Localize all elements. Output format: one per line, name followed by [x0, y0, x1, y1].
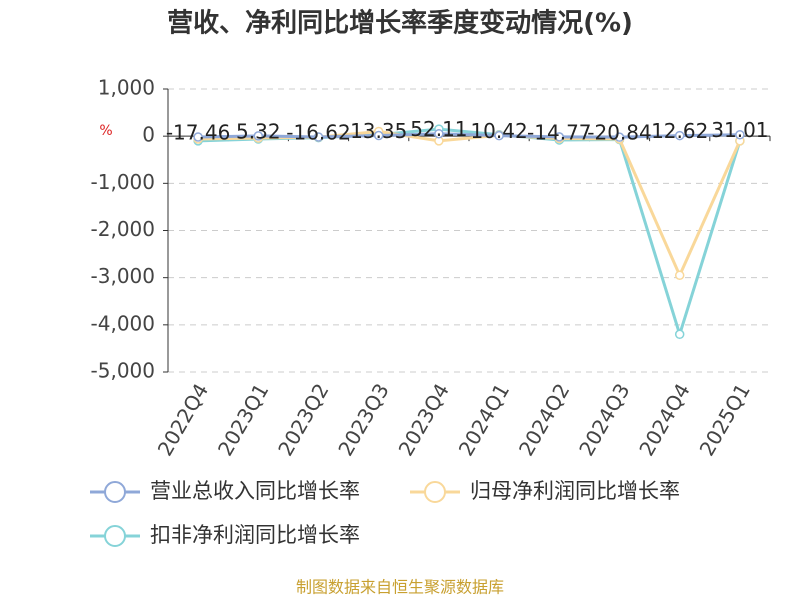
legend-marker	[424, 481, 446, 503]
legend-marker	[104, 481, 126, 503]
y-tick-label: -5,000	[91, 359, 155, 383]
series-line	[198, 129, 742, 279]
data-point	[674, 270, 685, 281]
series-line	[198, 132, 740, 139]
y-tick-label: 0	[142, 123, 155, 147]
y-tick-label: 1,000	[98, 76, 155, 100]
x-tick-label: 2024Q3	[574, 379, 634, 460]
y-tick-label: -2,000	[91, 217, 155, 241]
y-tick-label: -1,000	[91, 170, 155, 194]
chart-title: 营收、净利同比增长率季度变动情况(%)	[167, 8, 633, 39]
x-tick-label: 2025Q1	[695, 379, 755, 460]
data-point	[614, 132, 625, 142]
data-label: -17.46	[166, 120, 230, 144]
x-tick-label: 2023Q2	[273, 379, 333, 460]
legend-label: 营业总收入同比增长率	[150, 479, 360, 503]
data-label: -20.84	[587, 121, 651, 145]
data-label: 13.35	[350, 119, 407, 143]
data-label: -14.77	[527, 120, 591, 144]
legend-marker	[104, 525, 126, 547]
data-label: 10.42	[470, 119, 527, 143]
series-line	[198, 127, 742, 340]
legend-label: 归母净利润同比增长率	[470, 479, 680, 503]
data-label: -16.62	[286, 120, 350, 144]
y-tick-label: -3,000	[91, 264, 155, 288]
data-point	[494, 130, 504, 141]
y-tick-label: -4,000	[91, 311, 155, 335]
x-tick-label: 2023Q3	[333, 379, 393, 460]
data-point	[313, 132, 324, 142]
data-point	[434, 128, 444, 139]
data-label: 5.32	[236, 119, 281, 143]
x-tick-label: 2024Q4	[634, 379, 694, 460]
x-tick-label: 2023Q4	[394, 379, 454, 460]
data-label: 52.11	[410, 117, 467, 141]
x-tick-label: 2023Q1	[213, 379, 273, 460]
source-note: 制图数据来自恒生聚源数据库	[296, 578, 504, 597]
y-axis-label: %	[99, 123, 112, 139]
data-point	[674, 329, 685, 340]
data-point	[253, 131, 264, 141]
data-point	[193, 132, 203, 142]
data-label: 12.62	[651, 119, 708, 143]
x-tick-label: 2024Q1	[454, 379, 514, 460]
x-tick-label: 2024Q2	[514, 379, 574, 460]
data-label: 31.01	[711, 118, 768, 142]
legend-label: 扣非净利润同比增长率	[150, 523, 360, 547]
data-point	[554, 132, 565, 142]
x-tick-label: 2022Q4	[153, 379, 213, 460]
data-point	[735, 129, 745, 140]
data-point	[674, 130, 685, 141]
data-point	[373, 130, 384, 141]
